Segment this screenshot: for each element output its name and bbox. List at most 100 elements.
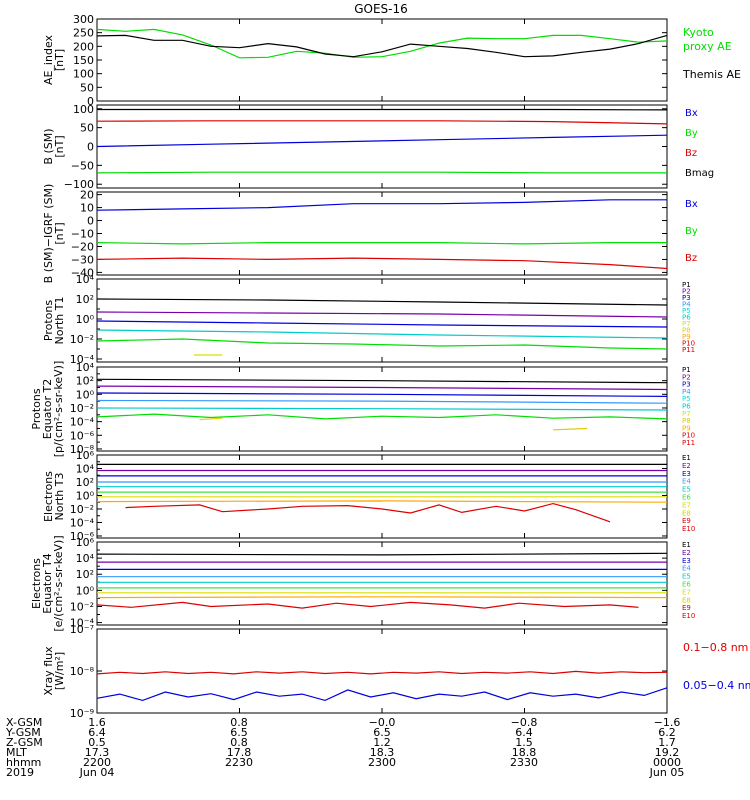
y-tick-label: 10⁻² — [70, 402, 94, 415]
y-tick-label: 10⁴ — [76, 361, 95, 374]
y-axis-label: [nT] — [53, 222, 66, 244]
y-tick-label: 10⁻⁸ — [70, 443, 95, 456]
y-axis-label: Electrons — [42, 471, 55, 522]
y-tick-label: 10⁶ — [76, 449, 95, 462]
legend-entry: E5 — [682, 486, 691, 494]
panel-frame — [96, 18, 668, 102]
legend-entry: By — [685, 128, 698, 139]
legend-entry: P9 — [682, 424, 691, 432]
y-tick-label: −30 — [71, 253, 94, 266]
series-line-p4 — [96, 399, 668, 404]
y-tick-label: 10⁻⁸ — [70, 665, 95, 678]
footer-row-label: hhmm — [6, 756, 41, 769]
series-line-0-05-0-4-nm — [96, 687, 668, 702]
legend-entry: E2 — [682, 549, 691, 557]
y-tick-label: 20 — [80, 189, 94, 202]
legend-entry: E8 — [682, 596, 691, 604]
y-tick-label: 100 — [73, 103, 94, 116]
panel-frame — [96, 191, 668, 276]
legend-entry: Themis AE — [682, 68, 741, 81]
y-axis-label: North T3 — [53, 473, 66, 521]
panel-frame — [96, 104, 668, 189]
legend-entry: P7 — [682, 320, 691, 328]
series-line-p5 — [96, 338, 668, 350]
legend-entry: P2 — [682, 288, 691, 296]
legend-entry: P11 — [682, 346, 695, 354]
legend-entry: 0.05−0.4 nm — [683, 679, 750, 692]
y-tick-label: 0 — [87, 215, 94, 228]
footer-value: 0.5 — [88, 736, 106, 749]
legend-entry: P3 — [682, 381, 691, 389]
footer-value: 0.8 — [230, 736, 248, 749]
y-tick-label: 50 — [80, 81, 94, 94]
legend-entry: P9 — [682, 333, 691, 341]
footer-value: 1.2 — [373, 736, 391, 749]
y-tick-label: 10⁴ — [76, 552, 95, 565]
series-line-p1 — [96, 298, 668, 306]
legend-entry: E7 — [682, 588, 691, 596]
series-line-p6 — [96, 413, 668, 420]
y-tick-label: 10⁻² — [70, 503, 94, 516]
footer-value: Jun 04 — [79, 766, 115, 779]
footer-value: 19.2 — [655, 746, 680, 759]
legend-entry: P3 — [682, 294, 691, 302]
y-axis-label: Protons — [42, 300, 55, 341]
legend-entry: P6 — [682, 314, 691, 322]
footer-value: 6.4 — [515, 726, 533, 739]
series-line-0-1-0-8-nm — [96, 670, 668, 675]
panel-frame — [96, 278, 668, 363]
series-line-e1 — [96, 552, 668, 556]
footer-value: 6.5 — [230, 726, 248, 739]
footer-value: 1.7 — [658, 736, 676, 749]
footer-value: 0000 — [653, 756, 681, 769]
footer-value: 2200 — [83, 756, 111, 769]
series-line-by — [96, 242, 667, 245]
y-tick-label: 10⁴ — [76, 462, 95, 475]
y-tick-label: 10² — [76, 568, 94, 581]
panel-stack: 050100150200250300AE_index[nT]Kyotoproxy… — [30, 13, 750, 720]
footer-value: 17.8 — [227, 746, 252, 759]
series-line-e9 — [125, 502, 611, 523]
footer-value: −0.8 — [511, 716, 538, 729]
y-tick-label: 10⁰ — [76, 388, 95, 401]
y-axis-label: Protons — [30, 388, 43, 429]
y-tick-label: 10⁰ — [76, 584, 95, 597]
legend-entry: E6 — [682, 494, 691, 502]
legend-entry: E1 — [682, 454, 691, 462]
legend-entry: E2 — [682, 462, 691, 470]
y-tick-label: −40 — [71, 266, 94, 279]
series-line-p4 — [96, 329, 668, 339]
y-axis-label: [W/m²] — [53, 652, 66, 690]
legend-entry: E8 — [682, 509, 691, 517]
panel-frame — [96, 628, 668, 714]
panel-bsm: −100 −50 0 50 100 B (SM)[nT] Bx By Bz Bmag — [42, 103, 714, 191]
legend-entry: E1 — [682, 541, 691, 549]
y-axis-label: North T1 — [53, 297, 66, 345]
y-tick-label: 50 — [80, 122, 94, 135]
y-tick-label: 10⁻⁴ — [70, 416, 95, 429]
legend-entry: E7 — [682, 501, 691, 509]
footer-value: 6.5 — [373, 726, 391, 739]
y-axis-label: [nT] — [53, 135, 66, 157]
series-line-p3 — [96, 320, 668, 328]
y-axis-label: Electrons — [30, 558, 43, 609]
y-axis-label: B (SM)−IGRF (SM) — [42, 184, 55, 284]
footer-value: 2230 — [225, 756, 253, 769]
legend-entry: P11 — [682, 439, 695, 447]
footer-value: 1.5 — [515, 736, 533, 749]
series-line-bz — [96, 120, 668, 125]
legend-entry: P8 — [682, 327, 691, 335]
series-line-e8 — [96, 596, 668, 599]
y-tick-label: 10⁻⁴ — [70, 516, 95, 529]
legend-entry: 0.1−0.8 nm — [683, 641, 748, 654]
series-line-p5 — [96, 407, 668, 411]
panel-xray: 10⁻⁹ 10⁻⁸ 10⁻⁷ Xray flux[W/m²] 0.1−0.8 nm 0.0… — [42, 623, 750, 720]
footer-value: −0.0 — [369, 716, 396, 729]
legend-entry: P8 — [682, 417, 691, 425]
chart-title: GOES-16 — [354, 2, 408, 16]
footer-row-label: 2019 — [6, 766, 34, 779]
